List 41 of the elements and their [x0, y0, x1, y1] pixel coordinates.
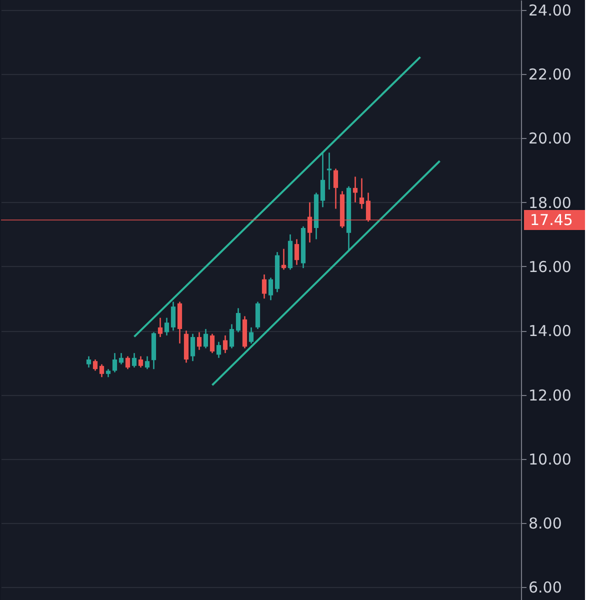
- candlestick: [144, 356, 150, 370]
- y-tick-label: 22.00: [528, 66, 572, 84]
- candlestick: [132, 352, 137, 368]
- y-tick-label: 24.00: [528, 1, 572, 20]
- candlestick: [210, 333, 215, 354]
- y-tick-label: 16.00: [528, 258, 572, 276]
- candlestick: [196, 332, 202, 351]
- candlestick: [216, 341, 222, 359]
- candlestick: [326, 152, 332, 190]
- candlestick: [236, 308, 241, 333]
- candlestick: [320, 152, 326, 208]
- candlestick: [118, 352, 124, 365]
- candlestick: [92, 358, 98, 372]
- candlestick: [125, 356, 130, 370]
- candlestick: [86, 356, 92, 368]
- y-tick-label: 8.00: [528, 514, 562, 533]
- candlestick: [352, 176, 358, 203]
- candlestick: [138, 356, 144, 368]
- candlestick: [158, 317, 163, 338]
- candlestick: [359, 178, 364, 210]
- candlestick: [229, 324, 234, 349]
- candlestick: [203, 328, 208, 349]
- candlestick: [262, 274, 267, 300]
- y-tick-label: 12.00: [528, 386, 572, 404]
- candlestick: [190, 333, 196, 362]
- y-tick-label: 18.00: [528, 194, 572, 212]
- y-tick-label: 20.00: [528, 130, 572, 148]
- ref-line-label: 17.45: [530, 210, 573, 229]
- y-tick-label: 14.00: [528, 322, 572, 340]
- candlestick: [99, 364, 104, 378]
- candlestick: [248, 326, 254, 344]
- candlestick: [164, 317, 170, 336]
- candlestick: [281, 248, 286, 270]
- y-tick-label: 6.00: [528, 578, 562, 597]
- candlestick: [268, 277, 274, 301]
- candlestick: [294, 238, 300, 266]
- candlestick: [333, 168, 338, 210]
- candlestick: [170, 301, 176, 332]
- candlestick: [112, 352, 118, 373]
- y-tick-label: 10.00: [528, 450, 572, 468]
- candlestick: [222, 334, 228, 354]
